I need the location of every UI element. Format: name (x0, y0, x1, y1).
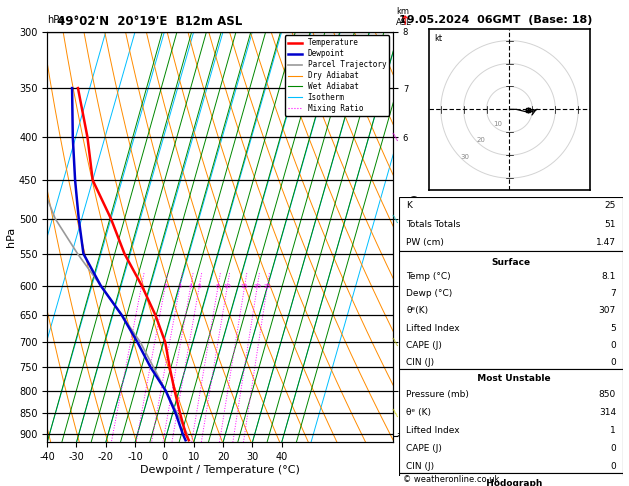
Text: 0: 0 (610, 358, 616, 367)
Text: 8: 8 (216, 284, 220, 289)
Text: Lifted Index: Lifted Index (406, 324, 460, 332)
Text: PW (cm): PW (cm) (406, 238, 444, 247)
Text: 15: 15 (241, 284, 248, 289)
Text: 20: 20 (477, 138, 486, 143)
Text: 1: 1 (610, 426, 616, 435)
Text: 5: 5 (610, 324, 616, 332)
Text: K: K (406, 201, 412, 210)
Text: CIN (J): CIN (J) (406, 358, 434, 367)
Text: Surface: Surface (491, 259, 531, 267)
Text: km
ASL: km ASL (396, 7, 412, 27)
Text: Hodograph: Hodograph (480, 479, 542, 486)
Text: 1.47: 1.47 (596, 238, 616, 247)
Text: 314: 314 (599, 408, 616, 417)
Text: CIN (J): CIN (J) (406, 462, 434, 471)
X-axis label: Dewpoint / Temperature (°C): Dewpoint / Temperature (°C) (140, 465, 300, 475)
Text: Most Unstable: Most Unstable (471, 374, 551, 383)
Text: 307: 307 (599, 306, 616, 315)
Text: /: / (392, 409, 401, 418)
Text: Dewp (°C): Dewp (°C) (406, 289, 452, 298)
Y-axis label: Mixing Ratio (g/kg): Mixing Ratio (g/kg) (411, 194, 420, 280)
Text: /: / (392, 214, 401, 224)
Text: 10: 10 (223, 284, 231, 289)
Text: 3: 3 (178, 284, 182, 289)
Text: CAPE (J): CAPE (J) (406, 444, 442, 453)
Legend: Temperature, Dewpoint, Parcel Trajectory, Dry Adiabat, Wet Adiabat, Isotherm, Mi: Temperature, Dewpoint, Parcel Trajectory… (285, 35, 389, 116)
Text: 5: 5 (198, 284, 201, 289)
Text: 0: 0 (610, 444, 616, 453)
Text: Lifted Index: Lifted Index (406, 426, 460, 435)
Text: =1LCL: =1LCL (397, 430, 421, 439)
Text: 1: 1 (140, 284, 143, 289)
Bar (399, 369, 623, 473)
Text: 20: 20 (253, 284, 261, 289)
Text: 8.1: 8.1 (601, 272, 616, 281)
Y-axis label: hPa: hPa (6, 227, 16, 247)
Text: 4: 4 (189, 284, 192, 289)
Text: 10: 10 (493, 121, 502, 127)
Text: © weatheronline.co.uk: © weatheronline.co.uk (403, 474, 499, 484)
Text: Temp (°C): Temp (°C) (406, 272, 451, 281)
Text: hPa: hPa (47, 15, 65, 25)
Text: 0: 0 (610, 341, 616, 350)
Text: 49°02'N  20°19'E  B12m ASL: 49°02'N 20°19'E B12m ASL (57, 15, 242, 28)
Text: 2: 2 (163, 284, 167, 289)
Text: 0: 0 (610, 462, 616, 471)
Text: θᵉ (K): θᵉ (K) (406, 408, 431, 417)
Bar (399, 197, 623, 251)
Text: kt: kt (434, 34, 442, 43)
Bar (399, 251, 623, 369)
Text: 51: 51 (604, 220, 616, 228)
Bar (399, 473, 623, 486)
Text: /: / (392, 337, 401, 347)
Text: 30: 30 (460, 154, 469, 160)
Text: Totals Totals: Totals Totals (406, 220, 460, 228)
Text: Pressure (mb): Pressure (mb) (406, 389, 469, 399)
Text: 19.05.2024  06GMT  (Base: 18): 19.05.2024 06GMT (Base: 18) (399, 15, 593, 25)
Text: 25: 25 (604, 201, 616, 210)
Text: CAPE (J): CAPE (J) (406, 341, 442, 350)
Text: /: / (392, 132, 401, 142)
Text: 7: 7 (610, 289, 616, 298)
Text: θᵉ(K): θᵉ(K) (406, 306, 428, 315)
Text: 850: 850 (599, 389, 616, 399)
Text: ↑: ↑ (399, 15, 410, 28)
Text: 25: 25 (264, 284, 271, 289)
